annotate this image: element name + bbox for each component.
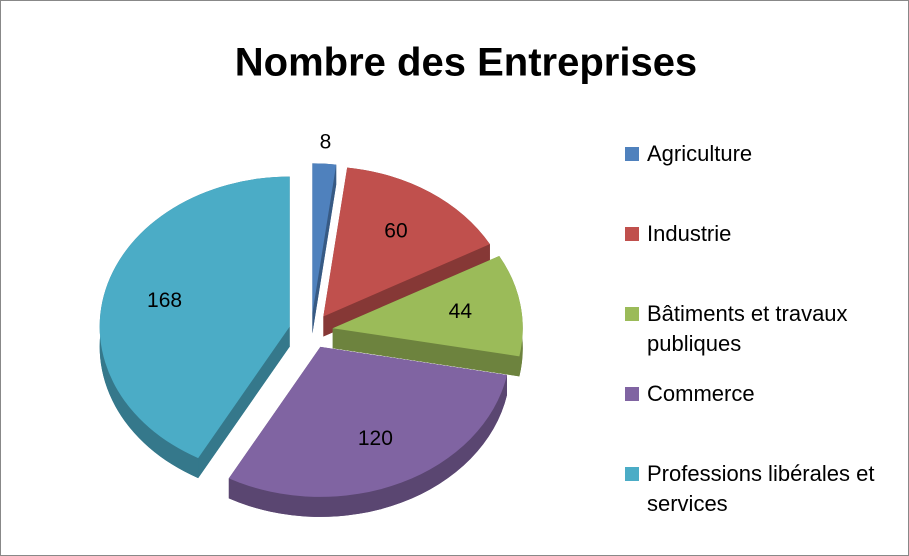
legend-item: Industrie — [623, 219, 909, 249]
data-label: 44 — [449, 300, 473, 323]
data-label: 8 — [320, 130, 332, 153]
slice-side — [332, 328, 520, 377]
pie-slice — [99, 176, 290, 459]
legend-label: Agriculture — [647, 141, 753, 166]
legend-item: Agriculture — [623, 139, 909, 169]
legend-item: Professions libérales et services — [623, 459, 909, 519]
data-label: 60 — [384, 220, 407, 243]
pie-slice — [228, 346, 508, 497]
legend-item: Bâtiments et travaux publiques — [623, 299, 909, 359]
slice-side — [228, 375, 508, 517]
data-label: 120 — [358, 427, 393, 450]
legend-swatch — [625, 387, 639, 401]
legend-label: Bâtiments et travaux publiques — [647, 301, 848, 356]
pie-slice — [332, 255, 523, 357]
legend-swatch — [625, 467, 639, 481]
pie-slice — [312, 163, 337, 314]
legend-label: Commerce — [647, 381, 755, 406]
legend-item: Commerce — [623, 379, 909, 409]
legend-swatch — [625, 227, 639, 241]
chart-title: Nombre des Entreprises — [235, 41, 697, 85]
pie-slice — [323, 167, 490, 317]
legend-swatch — [625, 147, 639, 161]
data-label: 168 — [147, 289, 182, 312]
slice-side — [323, 244, 490, 337]
slice-side — [198, 326, 290, 479]
slice-side — [312, 164, 337, 334]
legend-label: Industrie — [647, 221, 732, 246]
legend-swatch — [625, 307, 639, 321]
legend-label: Professions libérales et services — [647, 461, 875, 516]
